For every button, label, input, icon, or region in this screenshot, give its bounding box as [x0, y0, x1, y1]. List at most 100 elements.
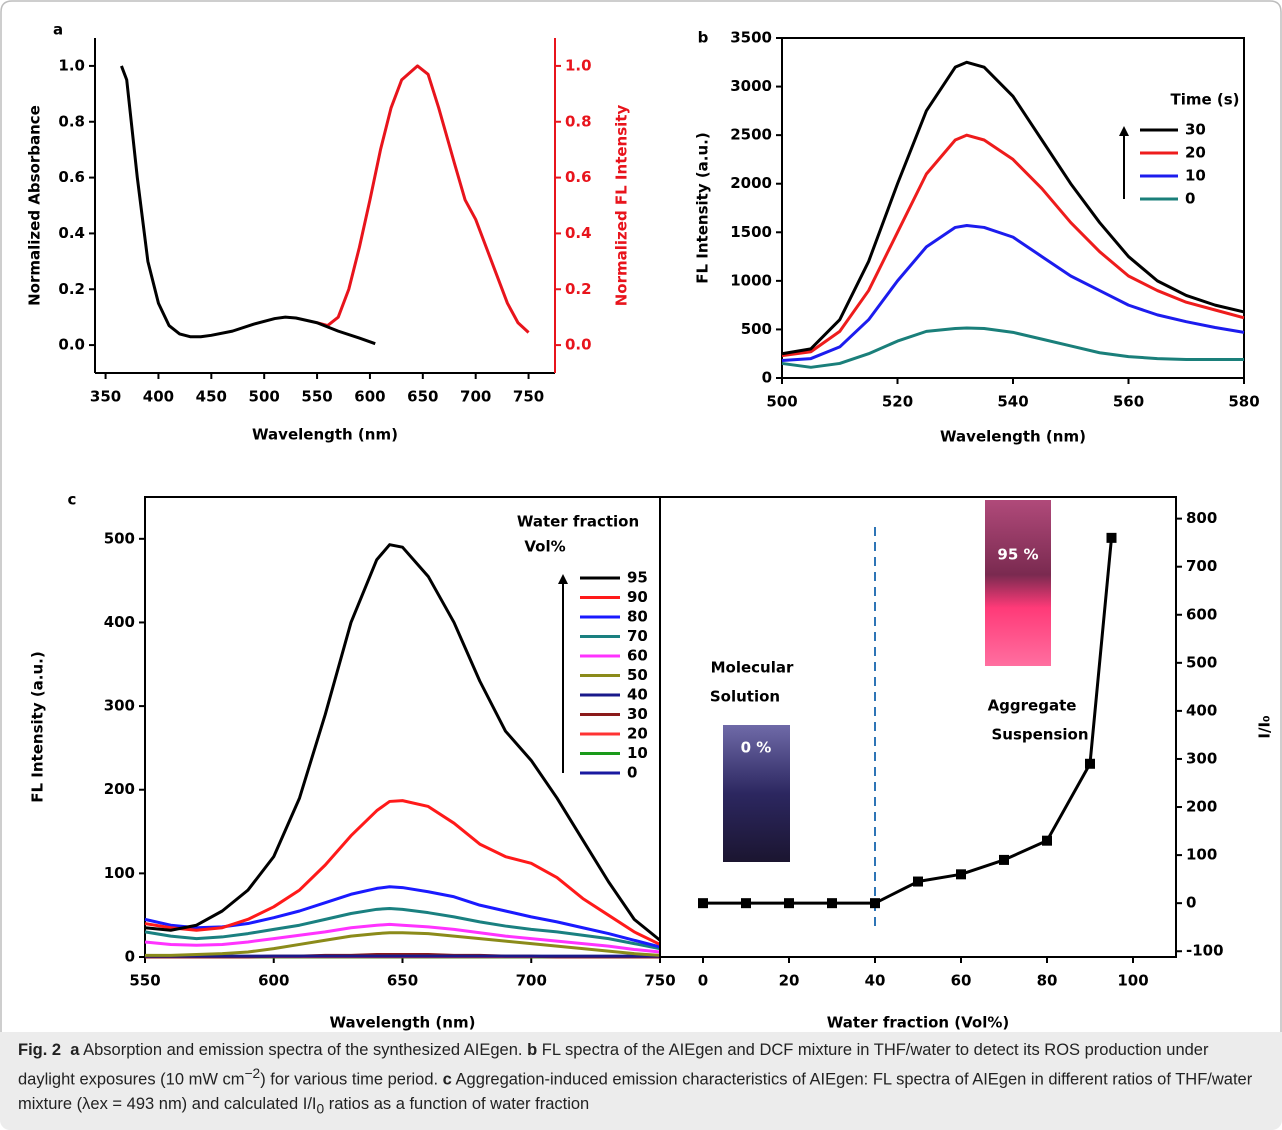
x-tick-label: 400: [143, 388, 174, 406]
legend-arrow-head: [558, 574, 568, 584]
x-tick-label: 40: [865, 972, 886, 990]
x-tick-label: 350: [90, 388, 121, 406]
photo-label: 95 %: [997, 546, 1038, 564]
y2-tick-label: 400: [1186, 701, 1217, 719]
y-tick-label: 1.0: [58, 56, 85, 74]
y2-axis-label: Normalized FL Intensity: [613, 105, 631, 307]
x-axis-label: Water fraction (Vol%): [827, 1014, 1010, 1032]
photo-label: 0 %: [741, 739, 772, 757]
series-line: [781, 133, 1245, 358]
y-tick-label: 0.4: [58, 224, 85, 242]
y-tick-label: 3500: [730, 29, 772, 47]
data-point: [1042, 835, 1052, 846]
y-tick-label: 500: [104, 529, 135, 547]
panel-label: b: [698, 29, 709, 47]
y-tick-label: 0: [762, 369, 772, 387]
x-tick-label: 750: [513, 388, 544, 406]
series-line: [144, 922, 661, 954]
x-tick-label: 500: [249, 388, 280, 406]
legend-label: 90: [627, 588, 648, 606]
x-tick-label: 550: [301, 388, 332, 406]
y2-tick-label: -100: [1186, 942, 1224, 960]
plot-frame: [659, 496, 1177, 958]
series-line: [781, 326, 1244, 369]
x-axis-label: Wavelength (nm): [252, 426, 398, 444]
y-tick-label: 1500: [730, 223, 772, 241]
annotation: Suspension: [991, 726, 1088, 744]
panel-label: c: [68, 491, 77, 509]
annotation: Molecular: [711, 659, 794, 677]
y2-tick-label: 0: [1186, 894, 1196, 912]
figure-border: [0, 0, 1282, 1032]
plot-frame: [781, 37, 1245, 379]
y-tick-label: 0.8: [58, 112, 85, 130]
y-tick-label: 1000: [730, 271, 772, 289]
y2-tick-label: 700: [1186, 557, 1217, 575]
legend-label: 10: [1185, 167, 1206, 185]
data-point: [741, 898, 751, 909]
y-axis-label: FL Intensity (a.u.): [694, 132, 712, 283]
x-tick-label: 600: [258, 972, 289, 990]
caption-text: 0: [316, 1100, 325, 1116]
x-tick-label: 700: [460, 388, 491, 406]
panel-label: a: [53, 21, 63, 39]
y-tick-label: 0.2: [58, 280, 85, 298]
caption-text: ratios as a function of water fraction: [324, 1094, 590, 1113]
vial-photo: [985, 500, 1051, 666]
x-axis-label: Wavelength (nm): [940, 428, 1086, 446]
y2-tick-label: 0.8: [565, 112, 592, 130]
caption-text: Absorption and emission spectra of the s…: [79, 1041, 528, 1059]
y2-tick-label: 500: [1186, 653, 1217, 671]
caption: Fig. 2 a Absorption and emission spectra…: [0, 1032, 1282, 1130]
y2-tick-label: 200: [1186, 798, 1217, 816]
x-tick-label: 700: [516, 972, 547, 990]
x-tick-label: 500: [766, 393, 797, 411]
series-line: [144, 885, 661, 949]
legend-label: 70: [627, 627, 648, 645]
x-tick-label: 520: [882, 393, 913, 411]
annotation: Aggregate: [988, 697, 1077, 715]
legend-title: Vol%: [524, 538, 565, 556]
y-tick-label: 300: [104, 697, 135, 715]
caption-text: FL spectra of the AIEgen and DCF mixture…: [18, 1041, 1209, 1089]
x-tick-label: 60: [951, 972, 972, 990]
x-tick-label: 550: [129, 972, 160, 990]
x-tick-label: 80: [1037, 972, 1058, 990]
y-tick-label: 200: [104, 780, 135, 798]
y-tick-label: 0.6: [58, 168, 85, 186]
caption-text: b: [527, 1041, 538, 1059]
x-tick-label: 750: [644, 972, 675, 990]
caption-text: Aggregation-induced emission characteris…: [18, 1070, 1253, 1113]
data-point: [999, 854, 1009, 865]
legend-label: 95: [627, 569, 648, 587]
data-point: [1085, 758, 1095, 769]
legend-label: 0: [627, 764, 637, 782]
data-point: [870, 898, 880, 909]
data-point: [1106, 532, 1117, 543]
y-tick-label: 400: [104, 613, 135, 631]
y2-tick-label: 600: [1186, 605, 1217, 623]
series-line: [781, 60, 1245, 356]
x-tick-label: 450: [196, 388, 227, 406]
x-tick-label: 650: [407, 388, 438, 406]
y-tick-label: 3000: [730, 77, 772, 95]
y2-tick-label: 0.2: [565, 280, 592, 298]
y-tick-label: 0.0: [58, 336, 85, 354]
data-point: [827, 898, 837, 909]
y2-tick-label: 0.0: [565, 336, 592, 354]
legend-label: 80: [627, 608, 648, 626]
y-tick-label: 100: [104, 864, 135, 882]
x-tick-label: 0: [698, 972, 708, 990]
legend-label: 30: [627, 705, 648, 723]
legend-title: Time (s): [1170, 91, 1239, 109]
legend-arrow-head: [1119, 126, 1129, 136]
legend-label: 30: [1185, 121, 1206, 139]
series-line: [144, 543, 661, 942]
series-line: [781, 223, 1245, 363]
y-tick-label: 0: [125, 948, 135, 966]
y2-tick-label: 0.6: [565, 168, 592, 186]
caption-text: c: [442, 1070, 452, 1089]
x-tick-label: 540: [997, 393, 1028, 411]
series-line: [144, 906, 661, 951]
